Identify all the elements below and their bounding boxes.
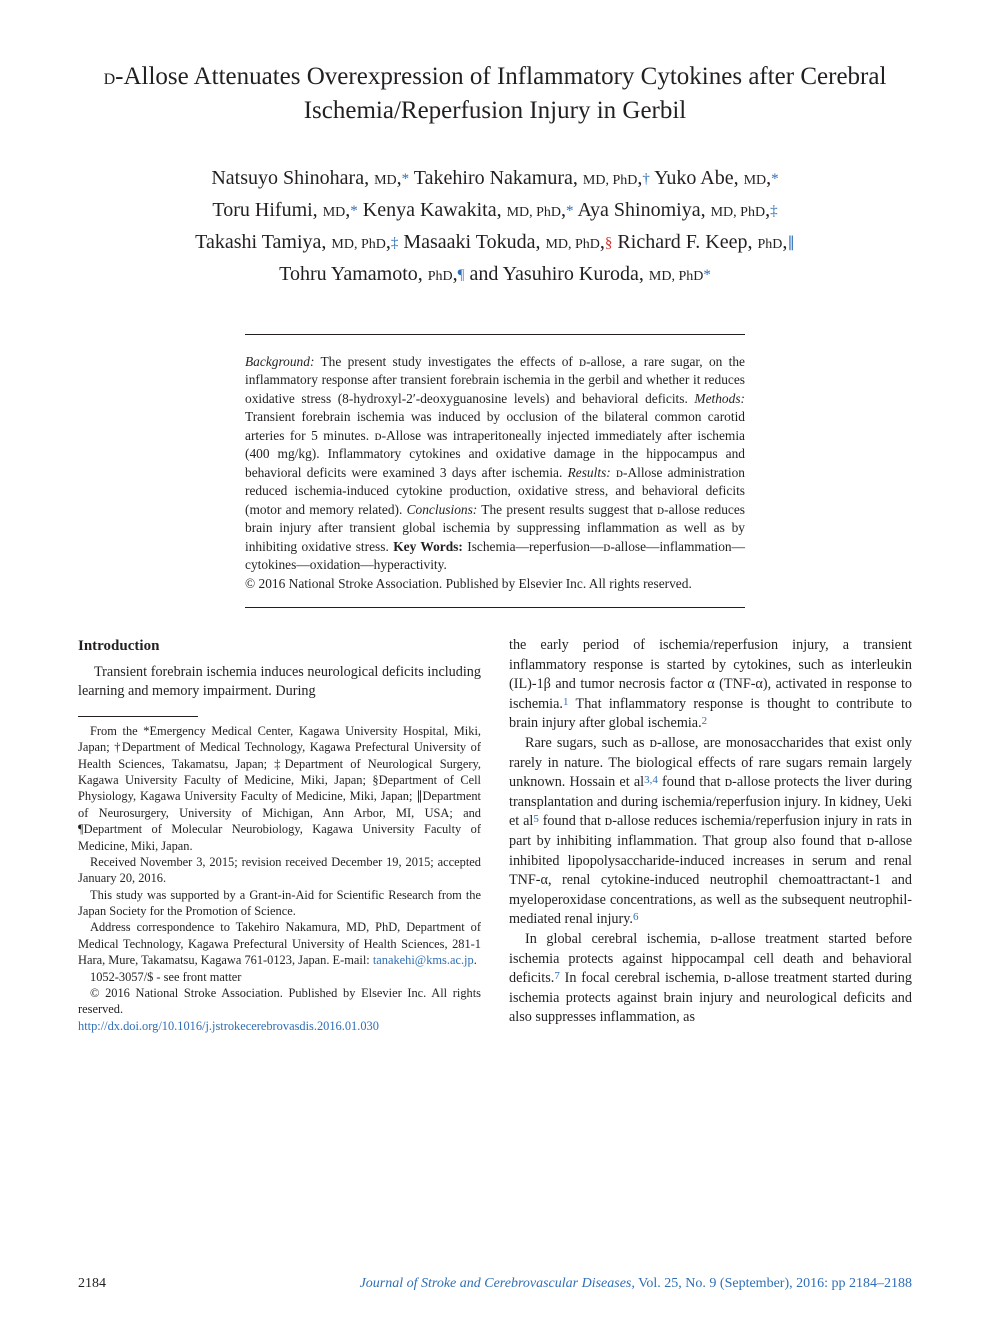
abstract-rule-bottom <box>245 607 745 608</box>
article-title: d-Allose Attenuates Overexpression of In… <box>78 60 912 128</box>
ref-3-4[interactable]: 3,4 <box>644 774 658 786</box>
abstract-text: Background: The present study investigat… <box>245 353 745 594</box>
ref-6[interactable]: 6 <box>633 911 639 923</box>
journal-issue: Vol. 25, No. 9 (September), 2016: pp 218… <box>635 1276 912 1291</box>
abs-meth-label: Methods: <box>694 391 745 406</box>
footnotes-block: From the *Emergency Medical Center, Kaga… <box>78 723 481 1034</box>
fn-corr-b: . <box>474 953 477 967</box>
left-column: Introduction Transient forebrain ischemi… <box>78 636 481 1034</box>
fn-correspondence: Address correspondence to Takehiro Nakam… <box>78 919 481 968</box>
journal-citation: Journal of Stroke and Cerebrovascular Di… <box>360 1276 912 1292</box>
fn-copyright: © 2016 National Stroke Association. Publ… <box>78 985 481 1018</box>
title-prefix: d <box>104 64 116 89</box>
abstract-block: Background: The present study investigat… <box>245 353 745 594</box>
c2p1b: That inflammatory response is thought to… <box>509 696 912 732</box>
col2-p1: the early period of ischemia/reperfusion… <box>509 636 912 734</box>
fn-affiliations: From the *Emergency Medical Center, Kaga… <box>78 723 481 854</box>
ref-2[interactable]: 2 <box>702 715 708 727</box>
fn-received: Received November 3, 2015; revision rece… <box>78 854 481 887</box>
abs-conc-label: Conclusions: <box>407 502 478 517</box>
c2p2c: found that ᴅ-allose reduces ischemia/rep… <box>509 813 912 927</box>
journal-name: Journal of Stroke and Cerebrovascular Di… <box>360 1276 635 1291</box>
col2-p2: Rare sugars, such as ᴅ-allose, are monos… <box>509 734 912 930</box>
abstract-rule-top <box>245 334 745 335</box>
author-block: Natsuyo Shinohara, MD,* Takehiro Nakamur… <box>78 162 912 290</box>
page-number: 2184 <box>78 1276 106 1292</box>
abs-res-label: Results: <box>568 465 611 480</box>
col2-p3: In global cerebral ischemia, ᴅ-allose tr… <box>509 930 912 1028</box>
running-footer: 2184 Journal of Stroke and Cerebrovascul… <box>78 1276 912 1292</box>
footnote-rule <box>78 716 198 717</box>
right-column: the early period of ischemia/reperfusion… <box>509 636 912 1034</box>
abs-copyright: © 2016 National Stroke Association. Publ… <box>245 576 692 591</box>
introduction-heading: Introduction <box>78 636 481 657</box>
body-columns: Introduction Transient forebrain ischemi… <box>78 636 912 1034</box>
fn-doi: http://dx.doi.org/10.1016/j.jstrokecereb… <box>78 1018 481 1034</box>
doi-link[interactable]: http://dx.doi.org/10.1016/j.jstrokecereb… <box>78 1019 379 1033</box>
abs-bg: The present study investigates the effec… <box>245 354 745 406</box>
c2p3b: In focal cerebral ischemia, ᴅ-allose tre… <box>509 970 912 1025</box>
abs-kw-label: Key Words: <box>393 539 463 554</box>
fn-price: 1052-3057/$ - see front matter <box>78 969 481 985</box>
fn-support: This study was supported by a Grant-in-A… <box>78 887 481 920</box>
fn-email-link[interactable]: tanakehi@kms.ac.jp <box>373 953 474 967</box>
title-rest: -Allose Attenuates Overexpression of Inf… <box>115 63 886 124</box>
intro-para-1: Transient forebrain ischemia induces neu… <box>78 663 481 702</box>
abs-bg-label: Background: <box>245 354 314 369</box>
